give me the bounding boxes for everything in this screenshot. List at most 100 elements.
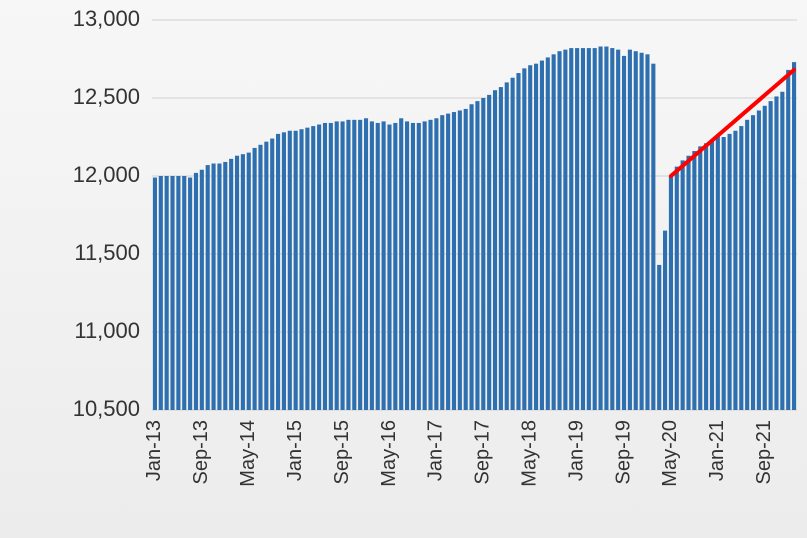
bar (492, 90, 498, 410)
bar (463, 108, 468, 411)
bar (575, 48, 580, 411)
bar (305, 127, 310, 410)
bar (598, 46, 603, 411)
bar (510, 77, 515, 410)
bar (199, 169, 204, 410)
bar (516, 73, 521, 410)
bar (750, 115, 756, 410)
bar (211, 163, 216, 410)
bar (399, 118, 404, 410)
bar (504, 82, 509, 411)
bar (451, 112, 457, 410)
bar (645, 54, 650, 410)
y-tick-label: 13,000 (73, 6, 140, 31)
bar (721, 137, 726, 410)
bar (217, 163, 222, 410)
bar (434, 118, 439, 410)
bar (739, 126, 744, 410)
bar (410, 122, 415, 411)
bar (704, 143, 709, 411)
bar (375, 122, 380, 411)
bar (170, 176, 175, 410)
bar (152, 177, 157, 410)
bar (792, 62, 797, 411)
bar (363, 118, 369, 410)
bar (223, 161, 228, 410)
bar (680, 160, 685, 410)
bar (422, 121, 427, 411)
bar (709, 140, 715, 410)
bar (745, 119, 750, 410)
bar (580, 48, 586, 411)
bar (381, 121, 386, 411)
x-tick-label: Jan-21 (706, 420, 728, 481)
bar (393, 122, 398, 411)
bar (610, 48, 615, 411)
bar (234, 155, 240, 410)
bar (733, 130, 738, 410)
y-tick-label: 11,500 (74, 240, 140, 265)
bar (317, 124, 322, 411)
bar (651, 63, 656, 411)
bar (545, 57, 550, 410)
bar (592, 48, 597, 411)
bar (369, 121, 374, 411)
bar (176, 176, 181, 410)
x-tick-label: Jan-17 (425, 420, 447, 481)
bar (416, 122, 421, 411)
bar (475, 101, 480, 411)
bar (193, 172, 199, 410)
bar (639, 52, 644, 410)
bar (557, 51, 562, 410)
x-tick-label: Sep-13 (190, 420, 212, 485)
bar (621, 55, 627, 410)
bar (762, 105, 767, 411)
bar (569, 48, 574, 411)
bar (586, 48, 591, 411)
x-tick-label: May-18 (518, 420, 540, 487)
bar (158, 176, 163, 410)
bar (328, 122, 333, 411)
bar (522, 68, 527, 411)
bar (698, 146, 703, 411)
bar (281, 132, 286, 410)
bar (692, 151, 697, 411)
bar (469, 104, 474, 411)
x-tick-label: Jan-13 (143, 420, 165, 481)
bar (551, 54, 556, 410)
x-tick-label: Jan-19 (565, 420, 587, 481)
bar (270, 138, 275, 410)
trend-line (668, 67, 797, 178)
bar (164, 176, 169, 410)
bar (604, 46, 609, 411)
bar (727, 133, 732, 410)
bar (446, 113, 451, 410)
bar (264, 141, 269, 410)
bar (715, 135, 720, 410)
bar (528, 65, 533, 411)
bar (182, 176, 187, 410)
y-tick-label: 10,500 (73, 396, 140, 421)
x-tick-label: Sep-15 (331, 420, 353, 485)
x-tick-label: Sep-17 (472, 420, 494, 485)
bar (428, 119, 433, 410)
bar (498, 87, 503, 410)
bar (768, 101, 773, 411)
bar (188, 177, 193, 410)
bar (774, 96, 779, 410)
bar (756, 110, 761, 410)
bar (240, 154, 245, 410)
bar (487, 94, 492, 410)
bar (674, 166, 679, 410)
x-tick-label: May-16 (378, 420, 400, 487)
bar (663, 230, 668, 410)
bar (440, 115, 445, 410)
bar (276, 133, 281, 410)
x-tick-label: Sep-19 (612, 420, 634, 485)
x-tick-label: May-14 (237, 420, 259, 487)
bar (352, 119, 357, 410)
bar (668, 176, 673, 410)
bar (780, 91, 785, 410)
bar (457, 110, 462, 410)
